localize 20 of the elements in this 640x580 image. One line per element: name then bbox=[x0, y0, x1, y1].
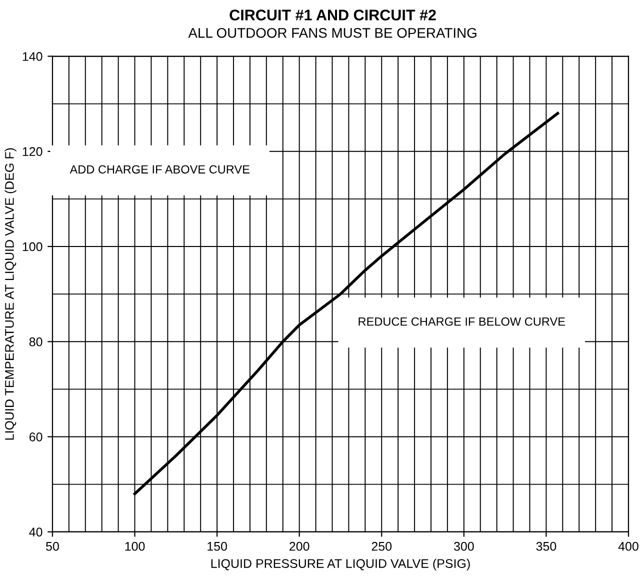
x-axis-title: LIQUID PRESSURE AT LIQUID VALVE (PSIG) bbox=[211, 558, 470, 570]
annotation: REDUCE CHARGE IF BELOW CURVE bbox=[358, 317, 565, 326]
y-axis-title: LIQUID TEMPERATURE AT LIQUID VALVE (DEG F) bbox=[4, 148, 16, 440]
x-tick-label: 200 bbox=[290, 542, 310, 551]
chart-subtitle: ALL OUTDOOR FANS MUST BE OPERATING bbox=[188, 28, 476, 38]
x-tick-label: 100 bbox=[125, 542, 145, 551]
y-tick-label: 60 bbox=[29, 432, 42, 442]
x-tick-label: 300 bbox=[454, 542, 474, 551]
y-tick-label: 40 bbox=[29, 528, 42, 537]
x-tick-label: 350 bbox=[536, 542, 556, 551]
x-tick-label: 250 bbox=[372, 542, 392, 551]
y-tick-label: 120 bbox=[22, 147, 42, 156]
x-tick-label: 400 bbox=[618, 542, 638, 551]
y-tick-label: 100 bbox=[22, 242, 42, 252]
chart-title: CIRCUIT #1 AND CIRCUIT #2 bbox=[230, 10, 436, 20]
annotation: ADD CHARGE IF ABOVE CURVE bbox=[70, 165, 250, 174]
x-tick-label: 150 bbox=[208, 542, 227, 551]
y-tick-label: 80 bbox=[29, 337, 42, 346]
y-tick-label: 140 bbox=[22, 52, 42, 61]
x-tick-label: 50 bbox=[46, 542, 59, 551]
